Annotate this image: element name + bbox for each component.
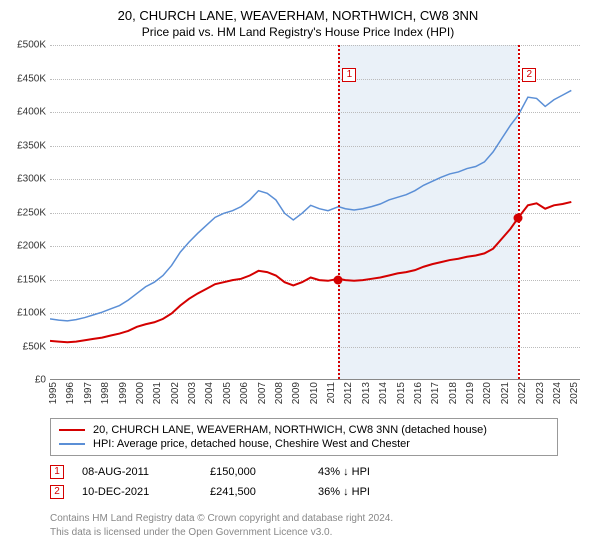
- x-tick-label: 2018: [448, 382, 459, 404]
- x-tick-label: 2021: [500, 382, 511, 404]
- x-tick-label: 2006: [239, 382, 250, 404]
- footnote: Contains HM Land Registry data © Crown c…: [50, 512, 558, 539]
- y-tick-label: £0: [8, 375, 46, 386]
- x-tick-label: 2013: [361, 382, 372, 404]
- transaction-price: £241,500: [210, 486, 300, 498]
- legend-row: HPI: Average price, detached house, Ches…: [59, 437, 549, 451]
- y-tick-label: £150K: [8, 274, 46, 285]
- legend-swatch: [59, 443, 85, 445]
- x-tick-label: 2008: [274, 382, 285, 404]
- x-tick-label: 2004: [204, 382, 215, 404]
- sale-point: [334, 275, 343, 284]
- y-tick-label: £300K: [8, 174, 46, 185]
- transaction-marker: 1: [50, 465, 64, 479]
- transaction-diff: 43% ↓ HPI: [318, 466, 558, 478]
- x-tick-label: 2011: [326, 382, 337, 404]
- y-tick-label: £500K: [8, 40, 46, 51]
- x-tick-label: 2001: [152, 382, 163, 404]
- y-tick-label: £250K: [8, 207, 46, 218]
- legend-label: 20, CHURCH LANE, WEAVERHAM, NORTHWICH, C…: [93, 424, 487, 436]
- transaction-diff: 36% ↓ HPI: [318, 486, 558, 498]
- legend-row: 20, CHURCH LANE, WEAVERHAM, NORTHWICH, C…: [59, 423, 549, 437]
- footnote-line-1: Contains HM Land Registry data © Crown c…: [50, 512, 558, 526]
- y-tick-label: £350K: [8, 140, 46, 151]
- legend-label: HPI: Average price, detached house, Ches…: [93, 438, 410, 450]
- x-tick-label: 2015: [396, 382, 407, 404]
- x-tick-label: 2022: [517, 382, 528, 404]
- transaction-date: 08-AUG-2011: [82, 466, 192, 478]
- marker-label: 2: [522, 68, 536, 82]
- y-tick-label: £450K: [8, 73, 46, 84]
- transaction-marker: 2: [50, 485, 64, 499]
- y-tick-label: £50K: [8, 341, 46, 352]
- transaction-date: 10-DEC-2021: [82, 486, 192, 498]
- plot-region: 12: [50, 45, 580, 380]
- x-tick-label: 1995: [48, 382, 59, 404]
- x-tick-label: 2019: [465, 382, 476, 404]
- marker-vline: [338, 45, 340, 379]
- x-tick-label: 1999: [118, 382, 129, 404]
- footnote-line-2: This data is licensed under the Open Gov…: [50, 526, 558, 540]
- x-tick-label: 2017: [430, 382, 441, 404]
- sale-point: [514, 214, 523, 223]
- x-tick-label: 2012: [343, 382, 354, 404]
- legend: 20, CHURCH LANE, WEAVERHAM, NORTHWICH, C…: [50, 418, 558, 456]
- line-layer: [50, 45, 580, 379]
- transactions-table: 1 08-AUG-2011 £150,000 43% ↓ HPI 2 10-DEC-202…: [50, 462, 558, 502]
- series-hpi: [50, 90, 571, 320]
- transaction-row: 1 08-AUG-2011 £150,000 43% ↓ HPI: [50, 462, 558, 482]
- x-tick-label: 2025: [569, 382, 580, 404]
- x-tick-label: 2014: [378, 382, 389, 404]
- series-property: [50, 202, 571, 342]
- x-tick-label: 2023: [535, 382, 546, 404]
- x-tick-label: 2002: [170, 382, 181, 404]
- x-tick-label: 2005: [222, 382, 233, 404]
- x-tick-label: 2009: [291, 382, 302, 404]
- x-tick-label: 2016: [413, 382, 424, 404]
- chart-subtitle: Price paid vs. HM Land Registry's House …: [8, 25, 588, 39]
- y-tick-label: £200K: [8, 241, 46, 252]
- chart-area: 12 £0£50K£100K£150K£200K£250K£300K£350K£…: [8, 45, 588, 410]
- legend-swatch: [59, 429, 85, 431]
- transaction-price: £150,000: [210, 466, 300, 478]
- x-tick-label: 1996: [65, 382, 76, 404]
- chart-container: 20, CHURCH LANE, WEAVERHAM, NORTHWICH, C…: [0, 0, 600, 547]
- x-tick-label: 2020: [482, 382, 493, 404]
- x-tick-label: 2003: [187, 382, 198, 404]
- x-tick-label: 2007: [257, 382, 268, 404]
- transaction-row: 2 10-DEC-2021 £241,500 36% ↓ HPI: [50, 482, 558, 502]
- x-tick-label: 2010: [309, 382, 320, 404]
- y-tick-label: £400K: [8, 107, 46, 118]
- y-tick-label: £100K: [8, 308, 46, 319]
- x-tick-label: 1997: [83, 382, 94, 404]
- x-tick-label: 1998: [100, 382, 111, 404]
- marker-vline: [518, 45, 520, 379]
- marker-label: 1: [342, 68, 356, 82]
- x-tick-label: 2000: [135, 382, 146, 404]
- x-axis-labels: 1995 1996 1997 1998 1999 2000 2001 2002 2003 2004…: [50, 382, 580, 410]
- chart-title: 20, CHURCH LANE, WEAVERHAM, NORTHWICH, C…: [8, 8, 588, 23]
- x-tick-label: 2024: [552, 382, 563, 404]
